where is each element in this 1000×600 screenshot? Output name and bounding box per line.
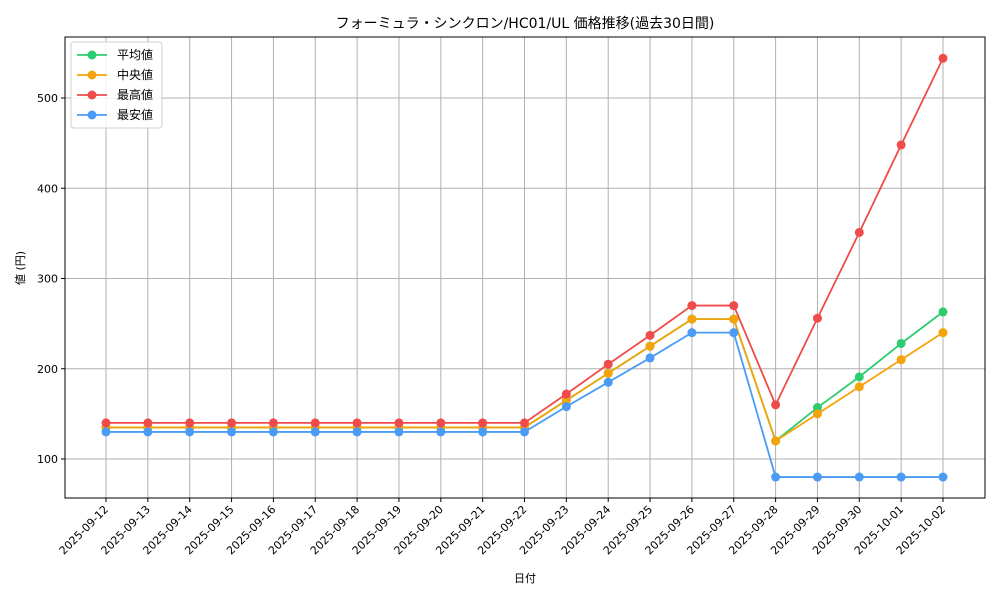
data-point bbox=[771, 400, 781, 410]
data-point bbox=[268, 418, 278, 428]
data-point bbox=[896, 140, 906, 150]
data-point bbox=[812, 313, 822, 323]
data-point bbox=[185, 418, 195, 428]
data-point bbox=[645, 353, 655, 363]
data-point bbox=[771, 472, 781, 482]
legend-marker bbox=[87, 70, 97, 80]
series-lines bbox=[101, 53, 948, 482]
series-最安値 bbox=[101, 328, 948, 482]
data-point bbox=[938, 472, 948, 482]
y-tick-label: 500 bbox=[37, 92, 58, 105]
grid bbox=[65, 37, 985, 498]
data-point bbox=[729, 314, 739, 324]
data-point bbox=[687, 301, 697, 311]
data-point bbox=[854, 472, 864, 482]
data-point bbox=[896, 472, 906, 482]
y-tick-label: 400 bbox=[37, 182, 58, 195]
y-axis-label: 値 (円) bbox=[14, 251, 27, 285]
data-point bbox=[227, 427, 237, 437]
data-point bbox=[854, 372, 864, 382]
data-point bbox=[603, 359, 613, 369]
data-point bbox=[101, 427, 111, 437]
data-point bbox=[520, 427, 529, 437]
data-point bbox=[938, 307, 948, 317]
data-point bbox=[687, 328, 697, 338]
x-axis-ticks: 2025-09-122025-09-132025-09-142025-09-15… bbox=[57, 498, 948, 557]
data-point bbox=[436, 427, 446, 437]
legend-label: 平均値 bbox=[117, 47, 153, 62]
data-point bbox=[603, 368, 613, 378]
data-point bbox=[561, 402, 571, 412]
data-point bbox=[310, 427, 320, 437]
data-point bbox=[771, 436, 781, 446]
data-point bbox=[310, 418, 320, 428]
data-point bbox=[520, 418, 529, 428]
y-axis-ticks: 100 200 300 400 500 bbox=[37, 92, 65, 466]
data-point bbox=[352, 418, 362, 428]
data-point bbox=[143, 418, 153, 428]
data-point bbox=[938, 328, 948, 338]
legend-marker bbox=[87, 50, 97, 60]
data-point bbox=[812, 472, 822, 482]
data-point bbox=[603, 377, 613, 387]
legend-box bbox=[70, 41, 163, 129]
legend-label: 最高値 bbox=[117, 87, 153, 102]
y-tick-label: 100 bbox=[37, 453, 58, 466]
chart-title: フォーミュラ・シンクロン/HC01/UL 価格推移(過去30日間) bbox=[336, 16, 715, 32]
data-point bbox=[812, 409, 822, 419]
data-point bbox=[478, 418, 488, 428]
data-point bbox=[561, 395, 571, 405]
data-point bbox=[812, 403, 822, 413]
data-point bbox=[938, 53, 948, 63]
data-point bbox=[729, 328, 739, 338]
data-point bbox=[854, 382, 864, 392]
data-point bbox=[645, 330, 655, 340]
y-tick-label: 200 bbox=[37, 363, 58, 376]
data-point bbox=[143, 427, 153, 437]
data-point bbox=[896, 338, 906, 348]
legend-marker bbox=[87, 110, 97, 120]
data-point bbox=[227, 418, 237, 428]
legend-label: 中央値 bbox=[117, 67, 153, 82]
data-point bbox=[185, 427, 195, 437]
series-最高値 bbox=[101, 53, 948, 428]
data-point bbox=[394, 418, 404, 428]
data-point bbox=[729, 301, 739, 311]
data-point bbox=[687, 314, 697, 324]
data-point bbox=[645, 341, 655, 351]
legend-label: 最安値 bbox=[117, 107, 153, 122]
data-point bbox=[478, 427, 488, 437]
data-point bbox=[896, 355, 906, 365]
data-point bbox=[268, 427, 278, 437]
data-point bbox=[436, 418, 446, 428]
y-tick-label: 300 bbox=[37, 273, 58, 286]
data-point bbox=[561, 389, 571, 399]
data-point bbox=[101, 418, 111, 428]
x-axis-label: 日付 bbox=[514, 572, 536, 585]
legend-marker bbox=[87, 90, 97, 100]
data-point bbox=[394, 427, 404, 437]
data-point bbox=[854, 227, 864, 237]
data-point bbox=[352, 427, 362, 437]
